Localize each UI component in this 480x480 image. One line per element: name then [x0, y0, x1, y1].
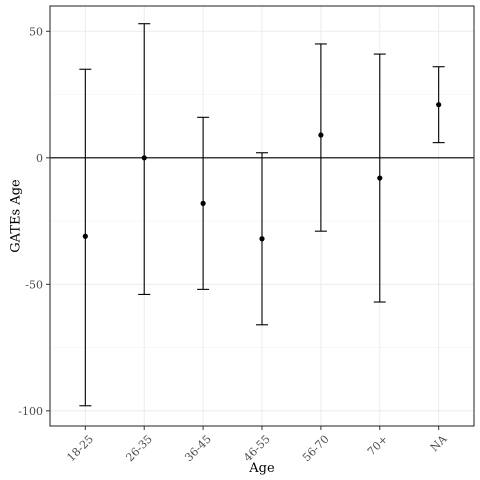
point-46-55 [259, 236, 265, 242]
point-70+ [377, 175, 383, 181]
point-56-70 [318, 132, 324, 138]
point-36-45 [200, 200, 206, 206]
point-estimates [82, 102, 442, 242]
y-tick-label: 0 [36, 152, 43, 165]
y-axis-ticks: -100 -50 0 50 [18, 25, 50, 418]
y-axis-title: GATEs Age [9, 179, 24, 253]
x-axis-title: Age [248, 461, 275, 476]
point-26-35 [141, 155, 147, 161]
y-tick-label: -50 [25, 278, 43, 291]
y-tick-label: 50 [29, 25, 43, 38]
point-NA [436, 102, 442, 108]
point-18-25 [82, 233, 88, 239]
y-tick-label: -100 [18, 405, 43, 418]
